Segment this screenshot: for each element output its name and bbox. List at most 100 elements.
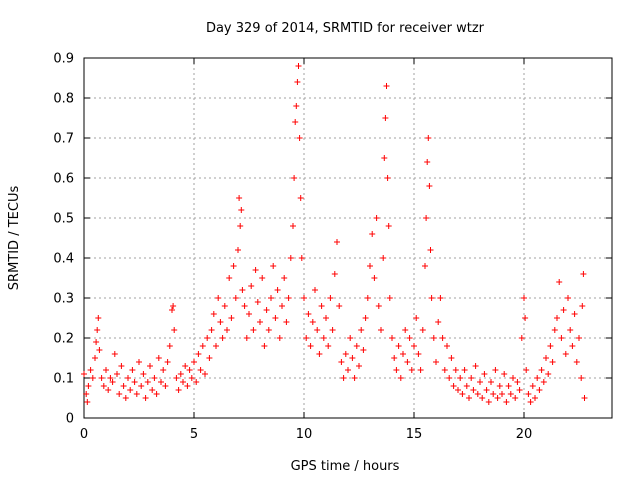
data-point: [237, 223, 244, 229]
data-point: [270, 263, 277, 269]
data-point: [423, 215, 430, 221]
data-point: [428, 295, 435, 301]
data-point: [140, 371, 147, 377]
data-point: [579, 303, 586, 309]
data-point: [111, 351, 118, 357]
data-point: [224, 327, 230, 333]
data-point: [527, 399, 534, 405]
data-point: [279, 303, 285, 309]
data-point: [155, 355, 162, 361]
y-tick-label: 0.8: [53, 92, 74, 107]
data-point: [127, 387, 134, 393]
data-point: [427, 247, 434, 253]
data-point: [481, 371, 488, 377]
data-point: [435, 319, 442, 325]
data-point: [430, 335, 437, 341]
tick-layer: 0 0.1 0.2 0.3 0.4 0.5 0.6 0.7 0.8 0.9 0 5 10 15 20: [53, 52, 612, 442]
data-point: [558, 335, 565, 341]
data-point: [446, 375, 453, 381]
data-point: [521, 295, 527, 301]
data-point: [238, 207, 245, 213]
data-point: [358, 327, 365, 333]
data-point: [494, 395, 501, 401]
data-point: [204, 335, 211, 341]
data-point: [95, 315, 102, 321]
data-point: [477, 379, 483, 385]
data-point: [149, 387, 156, 393]
data-point: [94, 327, 101, 333]
data-point: [340, 375, 347, 381]
data-point: [263, 307, 270, 313]
data-point: [122, 395, 129, 401]
data-point: [385, 223, 392, 229]
data-point: [81, 371, 87, 377]
data-point: [393, 367, 400, 373]
data-point: [384, 175, 391, 181]
data-point: [158, 379, 164, 385]
data-point: [298, 255, 305, 261]
data-point: [468, 375, 475, 381]
data-point: [382, 115, 389, 121]
data-point: [184, 383, 191, 389]
data-point: [450, 383, 457, 389]
data-point: [303, 335, 310, 341]
data-point: [532, 395, 538, 401]
data-point: [243, 335, 250, 341]
y-tick-label: 0: [66, 412, 74, 427]
data-point: [129, 367, 136, 373]
data-point: [522, 315, 529, 321]
data-point: [295, 63, 302, 69]
data-point: [246, 311, 252, 317]
data-point: [305, 311, 312, 317]
data-point: [186, 367, 193, 373]
data-point: [103, 367, 109, 373]
data-point: [230, 263, 237, 269]
data-point: [501, 371, 508, 377]
y-tick-label: 0.7: [53, 132, 74, 147]
data-point: [336, 303, 343, 309]
data-point: [312, 287, 318, 293]
data-point: [485, 399, 492, 405]
data-point: [248, 283, 255, 289]
data-point: [136, 359, 142, 365]
data-point: [199, 343, 206, 349]
data-point: [215, 295, 222, 301]
data-point: [175, 387, 182, 393]
y-tick-label: 0.1: [53, 372, 74, 387]
data-point: [474, 391, 481, 397]
data-point: [543, 355, 549, 361]
data-point: [569, 343, 576, 349]
data-point: [274, 287, 281, 293]
data-point: [170, 303, 177, 309]
data-point: [424, 159, 431, 165]
data-point: [534, 375, 541, 381]
data-point: [402, 327, 409, 333]
data-point: [556, 279, 563, 285]
data-point: [510, 375, 516, 381]
data-point: [261, 343, 268, 349]
data-point: [353, 343, 360, 349]
data-point: [571, 311, 578, 317]
x-tick-label: 10: [296, 427, 313, 442]
data-point: [142, 395, 149, 401]
data-point: [290, 223, 296, 229]
data-point: [125, 375, 131, 381]
y-axis-label: SRMTID / TECUs: [7, 186, 22, 291]
data-point: [371, 275, 378, 281]
data-point: [581, 395, 588, 401]
data-point: [525, 391, 532, 397]
data-point: [408, 367, 415, 373]
data-point: [217, 319, 224, 325]
data-point: [276, 335, 283, 341]
data-point: [406, 335, 413, 341]
data-point: [287, 255, 294, 261]
data-point: [314, 327, 321, 333]
data-point: [356, 363, 362, 369]
data-point: [89, 375, 96, 381]
data-point: [554, 315, 560, 321]
data-point: [281, 275, 288, 281]
data-point: [400, 351, 406, 357]
data-point: [347, 335, 354, 341]
data-point: [459, 391, 466, 397]
data-point: [576, 335, 582, 341]
